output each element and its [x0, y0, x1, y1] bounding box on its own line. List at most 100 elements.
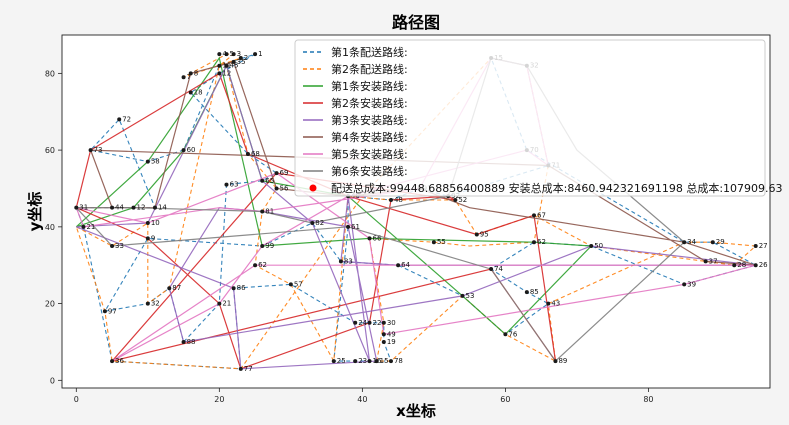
node-label: 4 — [222, 50, 227, 58]
node-label: 21 — [222, 300, 231, 308]
node-label: 32 — [151, 300, 160, 308]
node-label: 89 — [558, 357, 567, 365]
node-point — [217, 63, 222, 68]
node-label: 15 — [380, 357, 389, 365]
node-point — [353, 320, 358, 325]
x-tick-label: 80 — [643, 395, 653, 404]
y-axis-label: y坐标 — [26, 192, 44, 232]
x-axis-label: x坐标 — [396, 402, 436, 420]
node-label: 62 — [258, 261, 267, 269]
x-tick-label: 0 — [74, 395, 79, 404]
node-label: 86 — [237, 284, 246, 292]
node-label: 69 — [280, 169, 289, 177]
node-point — [396, 263, 401, 268]
node-label: 73 — [94, 146, 103, 154]
node-label: 31 — [79, 204, 88, 212]
node-point — [367, 359, 372, 364]
node-label: 35 — [237, 58, 246, 66]
node-label: 67 — [537, 211, 546, 219]
node-point — [188, 71, 193, 76]
node-point — [253, 263, 258, 268]
node-point — [753, 244, 758, 249]
node-point — [74, 205, 79, 210]
node-label: 65 — [265, 177, 274, 185]
node-label: 50 — [594, 242, 603, 250]
node-label: 10 — [151, 219, 160, 227]
node-label: 60 — [187, 146, 196, 154]
node-point — [682, 282, 687, 287]
legend-entry-4: 第2条安装路线: — [331, 96, 408, 110]
node-point — [131, 205, 136, 210]
node-point — [388, 197, 393, 202]
node-label: 49 — [387, 330, 396, 338]
node-label: 66 — [373, 234, 382, 242]
node-label: 23 — [358, 357, 367, 365]
legend-entry-1: 第1条配送路线: — [331, 45, 408, 59]
legend-entry-6: 第4条安装路线: — [331, 130, 408, 144]
node-point — [117, 117, 122, 122]
node-label: 87 — [172, 284, 181, 292]
node-label: 34 — [687, 238, 696, 246]
node-point — [260, 244, 265, 249]
node-label: 82 — [315, 219, 324, 227]
node-label: 78 — [394, 357, 403, 365]
node-label: 81 — [265, 208, 274, 216]
node-point — [474, 232, 479, 237]
node-label: 83 — [344, 257, 353, 265]
node-point — [703, 259, 708, 264]
node-label: 27 — [759, 242, 768, 250]
legend-entry-2: 第2条配送路线: — [331, 62, 408, 76]
node-point — [245, 151, 250, 156]
node-point — [181, 148, 186, 153]
node-point — [489, 267, 494, 272]
legend-entry-3: 第1条安装路线: — [331, 79, 408, 93]
node-label: 74 — [494, 265, 503, 273]
node-label: 56 — [280, 184, 289, 192]
node-label: 11 — [222, 62, 231, 70]
node-point — [217, 52, 222, 57]
node-label: 57 — [294, 280, 303, 288]
node-point — [253, 52, 258, 57]
y-tick-label: 0 — [50, 376, 55, 385]
node-point — [503, 332, 508, 337]
node-point — [224, 52, 229, 57]
node-point — [231, 286, 236, 291]
node-label: 53 — [465, 292, 474, 300]
node-label: 99 — [265, 242, 274, 250]
legend-cost-text: 配送总成本:99448.68856400889 安装总成本:8460.94232… — [331, 181, 783, 195]
node-label: 88 — [187, 338, 196, 346]
node-point — [274, 186, 279, 191]
node-label: 61 — [351, 223, 360, 231]
chart-title: 路径图 — [392, 13, 440, 32]
x-tick-label: 40 — [357, 395, 367, 404]
node-point — [188, 90, 193, 95]
node-point — [110, 244, 115, 249]
node-point — [231, 59, 236, 64]
node-label: 19 — [387, 338, 396, 346]
node-point — [181, 339, 186, 344]
legend-box — [294, 39, 766, 197]
node-label: 37 — [709, 257, 718, 265]
node-label: 68 — [251, 150, 260, 158]
node-label: 95 — [480, 231, 489, 239]
node-label: 48 — [394, 196, 403, 204]
node-label: 9 — [151, 234, 155, 242]
node-label: 77 — [244, 365, 253, 373]
node-point — [110, 205, 115, 210]
node-label: 22 — [373, 319, 382, 327]
node-label: 24 — [358, 319, 367, 327]
node-label: 55 — [437, 238, 446, 246]
node-label: 44 — [115, 204, 124, 212]
node-label: 45 — [229, 62, 238, 70]
y-tick-label: 80 — [45, 69, 55, 78]
node-point — [331, 359, 336, 364]
node-label: 63 — [229, 181, 238, 189]
node-label: 52 — [458, 196, 467, 204]
node-point — [460, 293, 465, 298]
node-point — [88, 148, 93, 153]
node-point — [682, 240, 687, 245]
x-tick-label: 60 — [500, 395, 510, 404]
node-label: 62 — [537, 238, 546, 246]
